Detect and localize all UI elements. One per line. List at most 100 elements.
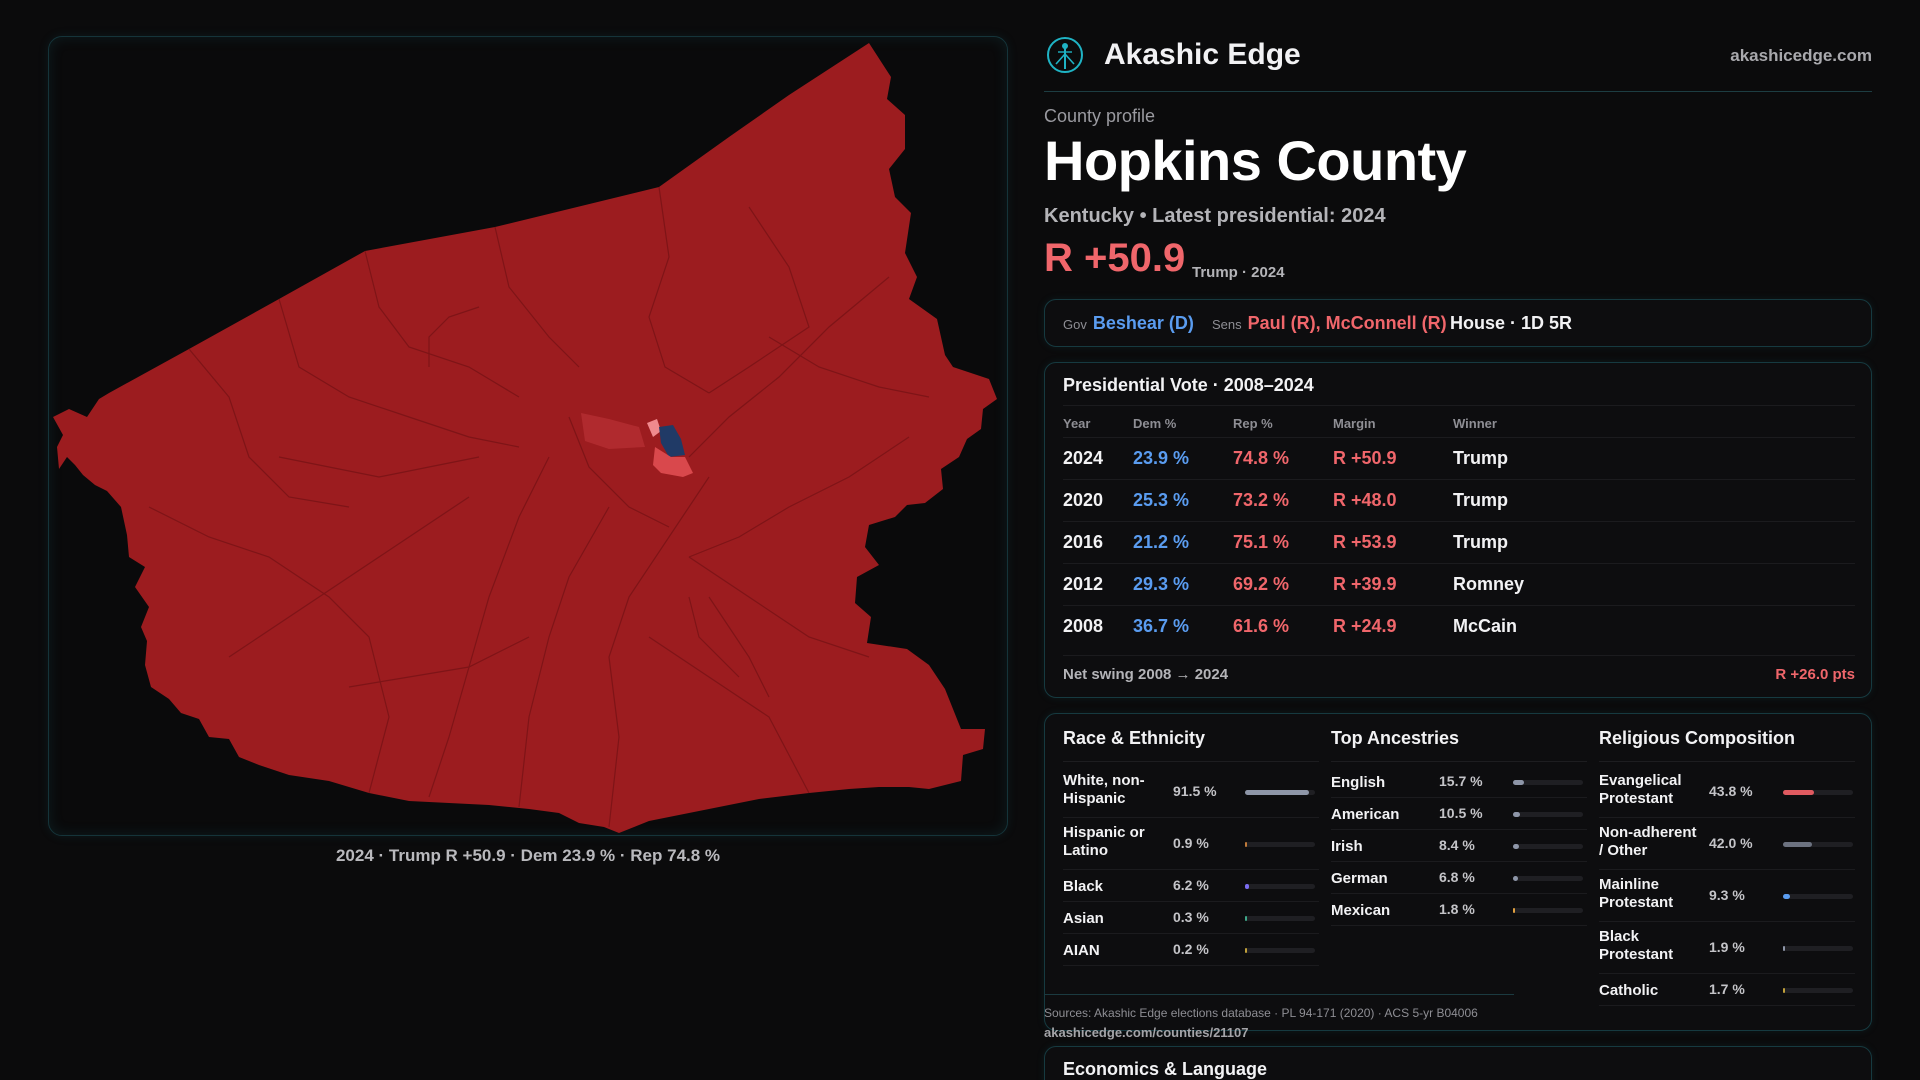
- list-item[interactable]: German 6.8 %: [1331, 862, 1587, 894]
- item-label: Mainline Protestant: [1599, 876, 1674, 911]
- percent-bar-fill: [1783, 894, 1790, 899]
- item-label: AIAN: [1063, 942, 1100, 959]
- percent-bar: [1783, 988, 1853, 993]
- governor: Gov Beshear (D): [1063, 313, 1194, 334]
- row-winner: Trump: [1453, 490, 1509, 510]
- item-label: Black: [1063, 878, 1104, 895]
- map-caption: 2024 · Trump R +50.9 · Dem 23.9 % · Rep …: [335, 846, 721, 865]
- percent-bar: [1513, 908, 1583, 913]
- list-item[interactable]: English 15.7 %: [1331, 766, 1587, 798]
- percent-bar-fill: [1245, 948, 1247, 953]
- percent-bar-fill: [1245, 884, 1250, 889]
- header-year: Year: [1063, 416, 1091, 431]
- item-percent: 10.5 %: [1439, 805, 1483, 821]
- row-rep: 74.8 %: [1233, 448, 1290, 468]
- list-item[interactable]: Irish 8.4 %: [1331, 830, 1587, 862]
- net-swing-row: Net swing 2008 → 2024 R +26.0 pts: [1063, 655, 1855, 689]
- county-map-panel[interactable]: [48, 36, 1008, 836]
- list-item[interactable]: AIAN 0.2 %: [1063, 934, 1319, 966]
- tree-of-life-icon[interactable]: [1046, 36, 1084, 74]
- sources-note: Sources: Akashic Edge elections database…: [1044, 994, 1514, 1020]
- item-percent: 0.3 %: [1173, 909, 1209, 925]
- light-rep-precinct[interactable]: [647, 419, 661, 437]
- list-item[interactable]: Evangelical Protestant 43.8 %: [1599, 766, 1855, 818]
- item-label: Black Protestant: [1599, 928, 1674, 963]
- list-item[interactable]: Asian 0.3 %: [1063, 902, 1319, 934]
- header-rep: Rep %: [1233, 416, 1273, 431]
- percent-bar-fill: [1783, 988, 1785, 993]
- source-link[interactable]: akashicedge.com/counties/21107: [1044, 1025, 1249, 1040]
- list-item[interactable]: White, non-Hispanic 91.5 %: [1063, 766, 1319, 818]
- percent-bar: [1245, 916, 1315, 921]
- percent-bar-fill: [1783, 946, 1785, 951]
- percent-bar: [1513, 844, 1583, 849]
- item-label: Hispanic or Latino: [1063, 824, 1145, 859]
- item-label: Non-adherent / Other: [1599, 824, 1697, 859]
- row-year: 2008: [1063, 616, 1104, 636]
- item-percent: 9.3 %: [1709, 887, 1745, 903]
- row-year: 2012: [1063, 574, 1104, 594]
- profile-kicker: County profile: [1044, 106, 1156, 126]
- item-percent: 6.8 %: [1439, 869, 1475, 885]
- net-swing-label: Net swing 2008 → 2024: [1063, 666, 1229, 683]
- latest-margin: R +50.9: [1044, 236, 1186, 280]
- religion-list: Evangelical Protestant 43.8 % Non-adherent…: [1599, 766, 1855, 1006]
- percent-bar-fill: [1245, 842, 1247, 847]
- item-percent: 42.0 %: [1709, 835, 1753, 851]
- county-map[interactable]: [49, 37, 1008, 836]
- percent-bar: [1783, 842, 1853, 847]
- list-item[interactable]: Black 6.2 %: [1063, 870, 1319, 902]
- brand-header: Akashic Edge akashicedge.com: [1044, 34, 1872, 92]
- percent-bar-fill: [1513, 780, 1524, 785]
- dem-precinct[interactable]: [659, 425, 685, 457]
- row-dem: 29.3 %: [1133, 574, 1190, 594]
- row-rep: 61.6 %: [1233, 616, 1290, 636]
- item-percent: 91.5 %: [1173, 783, 1217, 799]
- row-rep: 75.1 %: [1233, 532, 1290, 552]
- county-shape[interactable]: [53, 43, 997, 833]
- percent-bar: [1245, 790, 1315, 795]
- table-row[interactable]: 2020 25.3 % 73.2 % R +48.0 Trump: [1063, 479, 1855, 521]
- list-item[interactable]: American 10.5 %: [1331, 798, 1587, 830]
- city-precincts[interactable]: [581, 413, 693, 477]
- table-row[interactable]: 2012 29.3 % 69.2 % R +39.9 Romney: [1063, 563, 1855, 605]
- percent-bar: [1245, 948, 1315, 953]
- percent-bar: [1513, 876, 1583, 881]
- lean-rep-precinct[interactable]: [581, 413, 645, 449]
- row-year: 2024: [1063, 448, 1104, 468]
- brand-name[interactable]: Akashic Edge: [1104, 38, 1301, 71]
- table-row[interactable]: 2024 23.9 % 74.8 % R +50.9 Trump: [1063, 437, 1855, 479]
- item-label: English: [1331, 774, 1386, 791]
- list-item[interactable]: Catholic 1.7 %: [1599, 974, 1855, 1006]
- item-percent: 1.9 %: [1709, 939, 1745, 955]
- percent-bar: [1783, 790, 1853, 795]
- table-row[interactable]: 2016 21.2 % 75.1 % R +53.9 Trump: [1063, 521, 1855, 563]
- list-item[interactable]: Mainline Protestant 9.3 %: [1599, 870, 1855, 922]
- list-item[interactable]: Black Protestant 1.9 %: [1599, 922, 1855, 974]
- item-percent: 6.2 %: [1173, 877, 1209, 893]
- item-label: American: [1331, 806, 1400, 823]
- officials-card: Gov Beshear (D) Sens Paul (R), McConnell (…: [1044, 299, 1872, 347]
- row-winner: Trump: [1453, 448, 1509, 468]
- table-row[interactable]: 2008 36.7 % 61.6 % R +24.9 McCain: [1063, 605, 1855, 647]
- row-rep: 73.2 %: [1233, 490, 1290, 510]
- brand-url[interactable]: akashicedge.com: [1730, 46, 1872, 65]
- percent-bar-fill: [1513, 844, 1519, 849]
- item-label: Evangelical Protestant: [1599, 772, 1682, 807]
- lean-rep-precinct-2[interactable]: [653, 447, 693, 477]
- row-rep: 69.2 %: [1233, 574, 1290, 594]
- list-item[interactable]: Mexican 1.8 %: [1331, 894, 1587, 926]
- county-subtitle: Kentucky • Latest presidential: 2024: [1044, 205, 1386, 227]
- gov-label: Gov: [1063, 317, 1087, 332]
- precinct-boundaries: [148, 186, 930, 828]
- item-percent: 8.4 %: [1439, 837, 1475, 853]
- row-dem: 23.9 %: [1133, 448, 1190, 468]
- percent-bar-fill: [1245, 790, 1310, 795]
- percent-bar: [1783, 894, 1853, 899]
- item-percent: 43.8 %: [1709, 783, 1753, 799]
- item-percent: 1.7 %: [1709, 981, 1745, 997]
- list-item[interactable]: Hispanic or Latino 0.9 %: [1063, 818, 1319, 870]
- item-label: Irish: [1331, 838, 1363, 855]
- list-item[interactable]: Non-adherent / Other 42.0 %: [1599, 818, 1855, 870]
- governor-name: Beshear (D): [1092, 313, 1194, 333]
